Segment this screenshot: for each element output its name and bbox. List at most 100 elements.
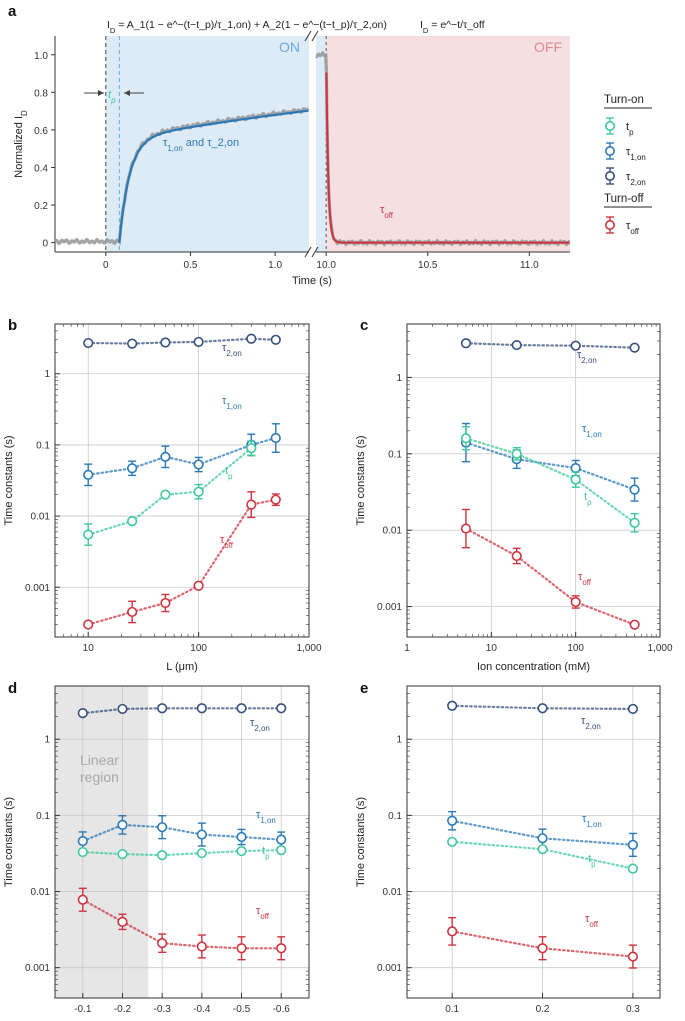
data-point-toff (157, 938, 168, 949)
off-region (326, 36, 570, 252)
x-tick-label: 100 (190, 643, 207, 654)
y-tick-label: 0.6 (34, 126, 48, 137)
x-tick-label: 0.5 (184, 260, 198, 271)
series-line-tau2 (81, 707, 283, 715)
fit-off-curve (325, 72, 570, 244)
series-label-tau2: τ2,on (222, 342, 242, 358)
y-tick-label: 0.1 (36, 440, 50, 451)
series-line-toff (87, 498, 277, 626)
x-axis-label: L (μm) (166, 661, 198, 673)
panel-a-legend: Turn-on tp τ1,on τ2,on Turn-off τoff (604, 94, 652, 236)
data-point-tp (276, 845, 287, 856)
x-tick-label: 1 (404, 643, 410, 654)
data-point-tau1 (117, 819, 128, 830)
x-tick-label: 0.3 (626, 1004, 640, 1015)
data-point-tau1 (196, 829, 207, 840)
on-region-right (316, 36, 327, 252)
y-tick-label: 0.001 (377, 602, 402, 613)
series-label-toff: τoff (578, 571, 592, 587)
linear-region-label-line2: region (80, 769, 119, 785)
data-point-toff (196, 941, 207, 952)
x-tick-label: 10 (83, 643, 95, 654)
equation-off: ID = e^−t/τ_off (420, 19, 485, 35)
y-tick-label: 0.01 (31, 887, 51, 898)
series-line-tau2 (464, 342, 636, 349)
legend-item-tp: tp (626, 121, 634, 137)
data-point-tp (83, 529, 94, 540)
data-point-tau1 (236, 831, 247, 843)
series-label-tp: tp (225, 465, 233, 481)
data-point-tau2 (236, 703, 247, 714)
data-point-tau1 (77, 835, 88, 847)
series-line-toff (81, 898, 283, 950)
y-tick-label: 1.0 (34, 51, 48, 62)
panel-label-e: e (360, 680, 368, 697)
x-tick-label: 1,000 (296, 643, 321, 654)
data-point-toff (193, 580, 204, 591)
linear-region-label-line1: Linear (80, 752, 119, 768)
data-point-tp (629, 517, 640, 528)
plot-frame (54, 685, 310, 999)
axis-break (304, 246, 312, 258)
data-point-tau1 (276, 834, 287, 845)
series-label-tau1: τ1,on (256, 809, 276, 825)
legend-turn-off-title: Turn-off (604, 193, 644, 205)
data-point-tau2 (117, 703, 128, 715)
tp-arrowhead-left (98, 90, 104, 96)
y-tick-label: 0.001 (377, 963, 402, 974)
y-tick-label: 1 (44, 369, 50, 380)
panel-label-c: c (360, 317, 368, 334)
data-point-tau2 (276, 703, 287, 714)
data-point-tau1 (160, 451, 171, 462)
legend-marker-tau2 (604, 171, 615, 182)
x-tick-label: 10.5 (418, 260, 438, 271)
series-label-tau1: τ1,on (222, 395, 242, 411)
data-point-tp (127, 516, 138, 527)
series-line-tau1 (464, 441, 636, 491)
data-point-tp (511, 448, 522, 459)
series-line-tau1 (81, 823, 283, 843)
data-point-tp (193, 486, 204, 497)
data-point-tau2 (627, 703, 638, 715)
legend-item-toff: τoff (626, 220, 640, 236)
y-axis-label: Normalized ID (13, 110, 29, 178)
data-point-tau1 (447, 815, 458, 826)
data-point-toff (629, 619, 640, 630)
data-point-toff (460, 523, 472, 534)
toff-annotation: τoff (380, 204, 394, 220)
data-point-tp (160, 489, 171, 500)
series-label-tau1: τ1,on (582, 423, 602, 439)
y-tick-label: 1 (396, 373, 402, 384)
series-line-tp (87, 447, 253, 536)
x-tick-label: -0.2 (114, 1004, 132, 1015)
axis-break (311, 30, 319, 42)
data-point-tau1 (127, 463, 138, 474)
y-tick-label: 1 (44, 735, 50, 746)
panel-b: 0.001 0.01 0.1 1 10 100 1,000 Time constants (s… (3, 323, 322, 673)
on-label: ON (279, 39, 300, 55)
data-point-tau1 (627, 839, 638, 850)
x-tick-label: 1.0 (268, 260, 282, 271)
y-tick-label: 0.001 (25, 963, 50, 974)
data-point-tau2 (77, 708, 88, 719)
series-label-tp: tp (588, 853, 596, 869)
data-point-toff (246, 499, 257, 510)
series-label-tau2: τ2,on (577, 349, 597, 365)
y-tick-label: 0.01 (383, 887, 403, 898)
x-tick-label: 10.0 (316, 260, 336, 271)
data-point-toff (511, 550, 522, 562)
y-tick-label: 0.4 (34, 163, 48, 174)
data-point-tp (447, 836, 458, 847)
data-point-tau2 (511, 339, 522, 351)
y-tick-label: 0.1 (388, 811, 402, 822)
panel-c: 0.001 0.01 0.1 1 1 10 100 1,000 Time constants (… (355, 323, 673, 673)
y-tick-label: 0 (42, 239, 48, 250)
axis-break (304, 30, 312, 42)
data-point-tau2 (193, 336, 204, 348)
data-point-tau2 (270, 334, 281, 345)
data-point-tp (570, 474, 581, 485)
data-point-toff (447, 926, 458, 937)
data-point-toff (83, 619, 94, 630)
series-line-tp (81, 849, 283, 857)
data-point-toff (627, 951, 638, 962)
